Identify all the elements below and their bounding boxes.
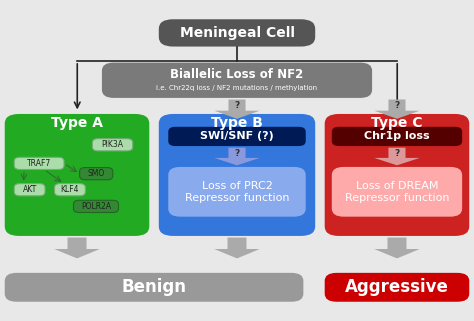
Text: TRAF7: TRAF7 <box>27 159 51 168</box>
Text: Chr1p loss: Chr1p loss <box>364 131 430 142</box>
FancyBboxPatch shape <box>159 114 315 236</box>
FancyBboxPatch shape <box>14 157 64 169</box>
Text: KLF4: KLF4 <box>61 185 79 194</box>
Text: ?: ? <box>234 101 240 110</box>
FancyBboxPatch shape <box>159 19 315 47</box>
Text: Loss of DREAM
Repressor function: Loss of DREAM Repressor function <box>345 181 449 203</box>
Text: ?: ? <box>394 149 400 158</box>
Text: PIK3A: PIK3A <box>101 140 124 149</box>
Polygon shape <box>374 238 420 258</box>
FancyBboxPatch shape <box>168 167 306 217</box>
FancyBboxPatch shape <box>325 114 469 236</box>
Text: Loss of PRC2
Repressor function: Loss of PRC2 Repressor function <box>185 181 289 203</box>
Text: Type A: Type A <box>51 116 103 130</box>
Polygon shape <box>214 238 260 258</box>
Text: ?: ? <box>234 149 240 158</box>
Text: Biallelic Loss of NF2: Biallelic Loss of NF2 <box>170 68 304 82</box>
Text: ?: ? <box>394 101 400 110</box>
FancyBboxPatch shape <box>168 127 306 146</box>
FancyBboxPatch shape <box>5 114 149 236</box>
Polygon shape <box>214 148 260 165</box>
Text: AKT: AKT <box>22 185 37 194</box>
FancyBboxPatch shape <box>14 184 45 196</box>
Text: Benign: Benign <box>121 278 187 296</box>
FancyBboxPatch shape <box>102 63 372 98</box>
FancyBboxPatch shape <box>55 184 85 196</box>
Polygon shape <box>54 238 100 258</box>
Text: POLR2A: POLR2A <box>81 202 111 211</box>
Text: SWI/SNF (?): SWI/SNF (?) <box>200 131 274 142</box>
FancyBboxPatch shape <box>73 200 118 213</box>
FancyBboxPatch shape <box>5 273 303 302</box>
Polygon shape <box>214 100 260 119</box>
FancyBboxPatch shape <box>325 273 469 302</box>
FancyBboxPatch shape <box>332 167 462 217</box>
FancyBboxPatch shape <box>92 139 133 151</box>
Text: i.e. Chr22q loss / NF2 mutations / methylation: i.e. Chr22q loss / NF2 mutations / methy… <box>156 85 318 91</box>
Text: Meningeal Cell: Meningeal Cell <box>180 26 294 40</box>
Polygon shape <box>374 100 420 119</box>
Text: Type C: Type C <box>371 116 423 130</box>
Text: Aggressive: Aggressive <box>345 278 449 296</box>
Text: SMO: SMO <box>88 169 105 178</box>
Text: Type B: Type B <box>211 116 263 130</box>
FancyBboxPatch shape <box>332 127 462 146</box>
FancyBboxPatch shape <box>80 168 113 180</box>
Polygon shape <box>374 148 419 165</box>
